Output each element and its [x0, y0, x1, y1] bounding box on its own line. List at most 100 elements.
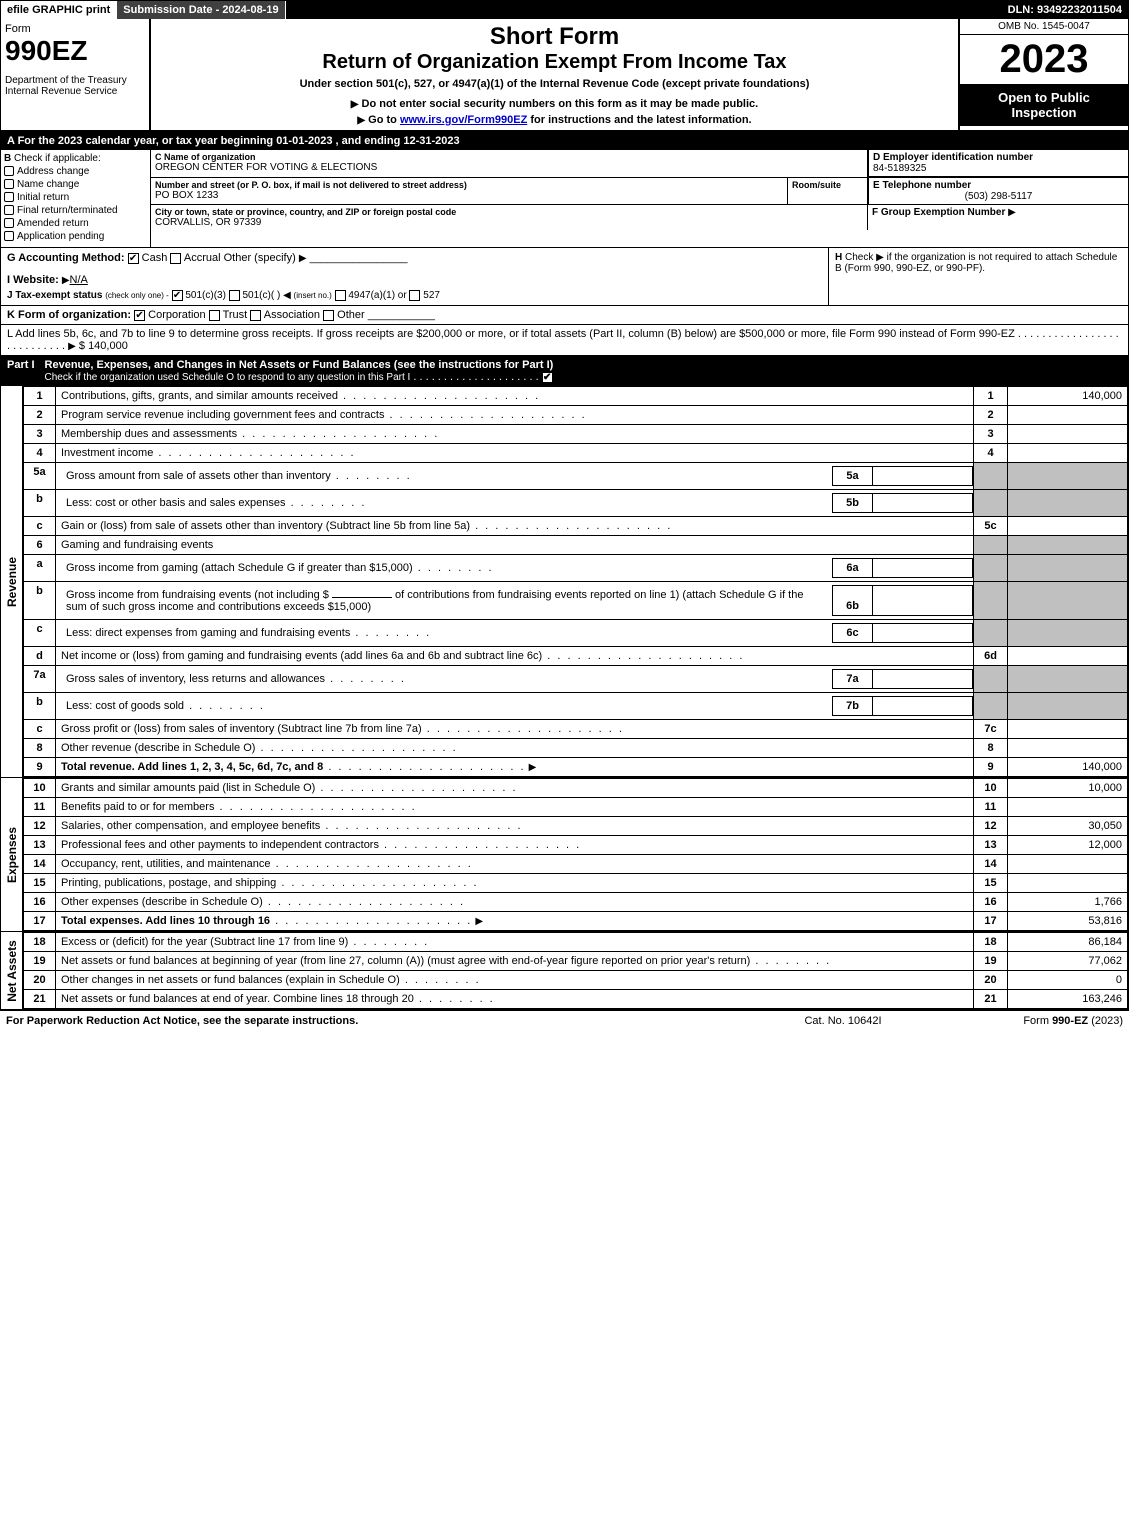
- return-title: Return of Organization Exempt From Incom…: [155, 51, 954, 74]
- goto-note: Go to www.irs.gov/Form990EZ for instruct…: [155, 114, 954, 126]
- under-section: Under section 501(c), 527, or 4947(a)(1)…: [155, 78, 954, 90]
- header-center: Short Form Return of Organization Exempt…: [151, 19, 958, 130]
- table-row: 18 Excess or (deficit) for the year (Sub…: [24, 933, 1128, 952]
- table-row: b Gross income from fundraising events (…: [24, 582, 1128, 620]
- table-row: 21 Net assets or fund balances at end of…: [24, 990, 1128, 1009]
- cash-checkbox[interactable]: [128, 253, 139, 264]
- table-row: 8 Other revenue (describe in Schedule O)…: [24, 739, 1128, 758]
- checkbox-item[interactable]: Name change: [4, 179, 147, 190]
- table-row: 17 Total expenses. Add lines 10 through …: [24, 912, 1128, 931]
- submission-date: Submission Date - 2024-08-19: [117, 1, 285, 19]
- trust-checkbox[interactable]: [209, 310, 220, 321]
- checkbox-item[interactable]: Amended return: [4, 218, 147, 229]
- section-bcde: B Check if applicable: Address changeNam…: [1, 150, 1128, 248]
- dln-label: DLN: 93492232011504: [1002, 1, 1128, 19]
- city-label: City or town, state or province, country…: [155, 207, 863, 217]
- website-line: I Website: N/A: [7, 274, 822, 286]
- tax-exempt-status: J Tax-exempt status (check only one) - 5…: [7, 290, 822, 301]
- row-a: A For the 2023 calendar year, or tax yea…: [1, 132, 1128, 150]
- table-row: a Gross income from gaming (attach Sched…: [24, 555, 1128, 582]
- expenses-table: 10 Grants and similar amounts paid (list…: [23, 778, 1128, 931]
- accrual-checkbox[interactable]: [170, 253, 181, 264]
- ein-value: 84-5189325: [873, 163, 1124, 174]
- page-footer: For Paperwork Reduction Act Notice, see …: [0, 1011, 1129, 1031]
- 501c3-checkbox[interactable]: [172, 290, 183, 301]
- table-row: c Gain or (loss) from sale of assets oth…: [24, 517, 1128, 536]
- 501c-checkbox[interactable]: [229, 290, 240, 301]
- checkbox-item[interactable]: Address change: [4, 166, 147, 177]
- footer-cat: Cat. No. 10642I: [743, 1015, 943, 1027]
- netassets-side-label: Net Assets: [1, 932, 23, 1009]
- table-row: 13 Professional fees and other payments …: [24, 836, 1128, 855]
- street-label: Number and street (or P. O. box, if mail…: [155, 180, 783, 190]
- phone-label: E Telephone number: [873, 180, 1124, 191]
- table-row: 3 Membership dues and assessments 3: [24, 425, 1128, 444]
- department-label: Department of the Treasury Internal Reve…: [5, 75, 145, 97]
- table-row: 6Gaming and fundraising events: [24, 536, 1128, 555]
- expenses-section: Expenses 10 Grants and similar amounts p…: [1, 778, 1128, 932]
- efile-label: efile GRAPHIC print: [1, 1, 117, 19]
- table-row: c Gross profit or (loss) from sales of i…: [24, 720, 1128, 739]
- table-row: 12 Salaries, other compensation, and emp…: [24, 817, 1128, 836]
- short-form-title: Short Form: [155, 23, 954, 51]
- table-row: b Less: cost or other basis and sales ex…: [24, 490, 1128, 517]
- schedule-o-checkbox[interactable]: [542, 372, 553, 383]
- city-value: CORVALLIS, OR 97339: [155, 217, 863, 228]
- table-row: 9 Total revenue. Add lines 1, 2, 3, 4, 5…: [24, 758, 1128, 777]
- table-row: 15 Printing, publications, postage, and …: [24, 874, 1128, 893]
- row-l: L Add lines 5b, 6c, and 7b to line 9 to …: [1, 325, 1128, 356]
- table-row: 10 Grants and similar amounts paid (list…: [24, 779, 1128, 798]
- irs-link[interactable]: www.irs.gov/Form990EZ: [400, 114, 527, 126]
- header-left: Form 990EZ Department of the Treasury In…: [1, 19, 151, 130]
- do-not-note: Do not enter social security numbers on …: [155, 98, 954, 110]
- footer-form: Form 990-EZ (2023): [943, 1015, 1123, 1027]
- table-row: 20 Other changes in net assets or fund b…: [24, 971, 1128, 990]
- top-bar: efile GRAPHIC print Submission Date - 20…: [1, 1, 1128, 19]
- corp-checkbox[interactable]: [134, 310, 145, 321]
- omb-number: OMB No. 1545-0047: [960, 19, 1128, 35]
- phone-value: (503) 298-5117: [873, 191, 1124, 202]
- row-h: H Check ▶ if the organization is not req…: [828, 248, 1128, 305]
- table-row: 11 Benefits paid to or for members 11: [24, 798, 1128, 817]
- open-public: Open to Public Inspection: [960, 84, 1128, 126]
- expenses-side-label: Expenses: [1, 778, 23, 931]
- checkbox-item[interactable]: Initial return: [4, 192, 147, 203]
- room-label: Room/suite: [792, 180, 863, 190]
- 4947-checkbox[interactable]: [335, 290, 346, 301]
- checkbox-item[interactable]: Final return/terminated: [4, 205, 147, 216]
- org-name-label: C Name of organization: [155, 152, 863, 162]
- form-word: Form: [5, 23, 145, 35]
- tax-year: 2023: [960, 35, 1128, 84]
- other-org-checkbox[interactable]: [323, 310, 334, 321]
- 527-checkbox[interactable]: [409, 290, 420, 301]
- table-row: 7a Gross sales of inventory, less return…: [24, 666, 1128, 693]
- org-name: OREGON CENTER FOR VOTING & ELECTIONS: [155, 162, 863, 173]
- netassets-section: Net Assets 18 Excess or (deficit) for th…: [1, 932, 1128, 1010]
- table-row: 2 Program service revenue including gove…: [24, 406, 1128, 425]
- table-row: d Net income or (loss) from gaming and f…: [24, 647, 1128, 666]
- revenue-side-label: Revenue: [1, 386, 23, 777]
- table-row: 19 Net assets or fund balances at beginn…: [24, 952, 1128, 971]
- table-row: 5a Gross amount from sale of assets othe…: [24, 463, 1128, 490]
- header-right: OMB No. 1545-0047 2023 Open to Public In…: [958, 19, 1128, 130]
- revenue-table: 1 Contributions, gifts, grants, and simi…: [23, 386, 1128, 777]
- ein-label: D Employer identification number: [873, 152, 1124, 163]
- form-container: efile GRAPHIC print Submission Date - 20…: [0, 0, 1129, 1011]
- group-exempt-label: F Group Exemption Number: [872, 207, 1005, 218]
- netassets-table: 18 Excess or (deficit) for the year (Sub…: [23, 932, 1128, 1009]
- checkbox-item[interactable]: Application pending: [4, 231, 147, 242]
- col-cde: C Name of organization OREGON CENTER FOR…: [151, 150, 1128, 247]
- footer-left: For Paperwork Reduction Act Notice, see …: [6, 1015, 743, 1027]
- col-b-checkboxes: B Check if applicable: Address changeNam…: [1, 150, 151, 247]
- revenue-section: Revenue 1 Contributions, gifts, grants, …: [1, 386, 1128, 778]
- table-row: 16 Other expenses (describe in Schedule …: [24, 893, 1128, 912]
- row-g-h: G Accounting Method: Cash Accrual Other …: [1, 248, 1128, 306]
- table-row: c Less: direct expenses from gaming and …: [24, 620, 1128, 647]
- accounting-method: G Accounting Method: Cash Accrual Other …: [7, 252, 822, 264]
- street-value: PO BOX 1233: [155, 190, 783, 201]
- table-row: 1 Contributions, gifts, grants, and simi…: [24, 387, 1128, 406]
- part1-header: Part I Revenue, Expenses, and Changes in…: [1, 356, 1128, 386]
- form-number: 990EZ: [5, 35, 145, 67]
- assoc-checkbox[interactable]: [250, 310, 261, 321]
- table-row: 4 Investment income 4: [24, 444, 1128, 463]
